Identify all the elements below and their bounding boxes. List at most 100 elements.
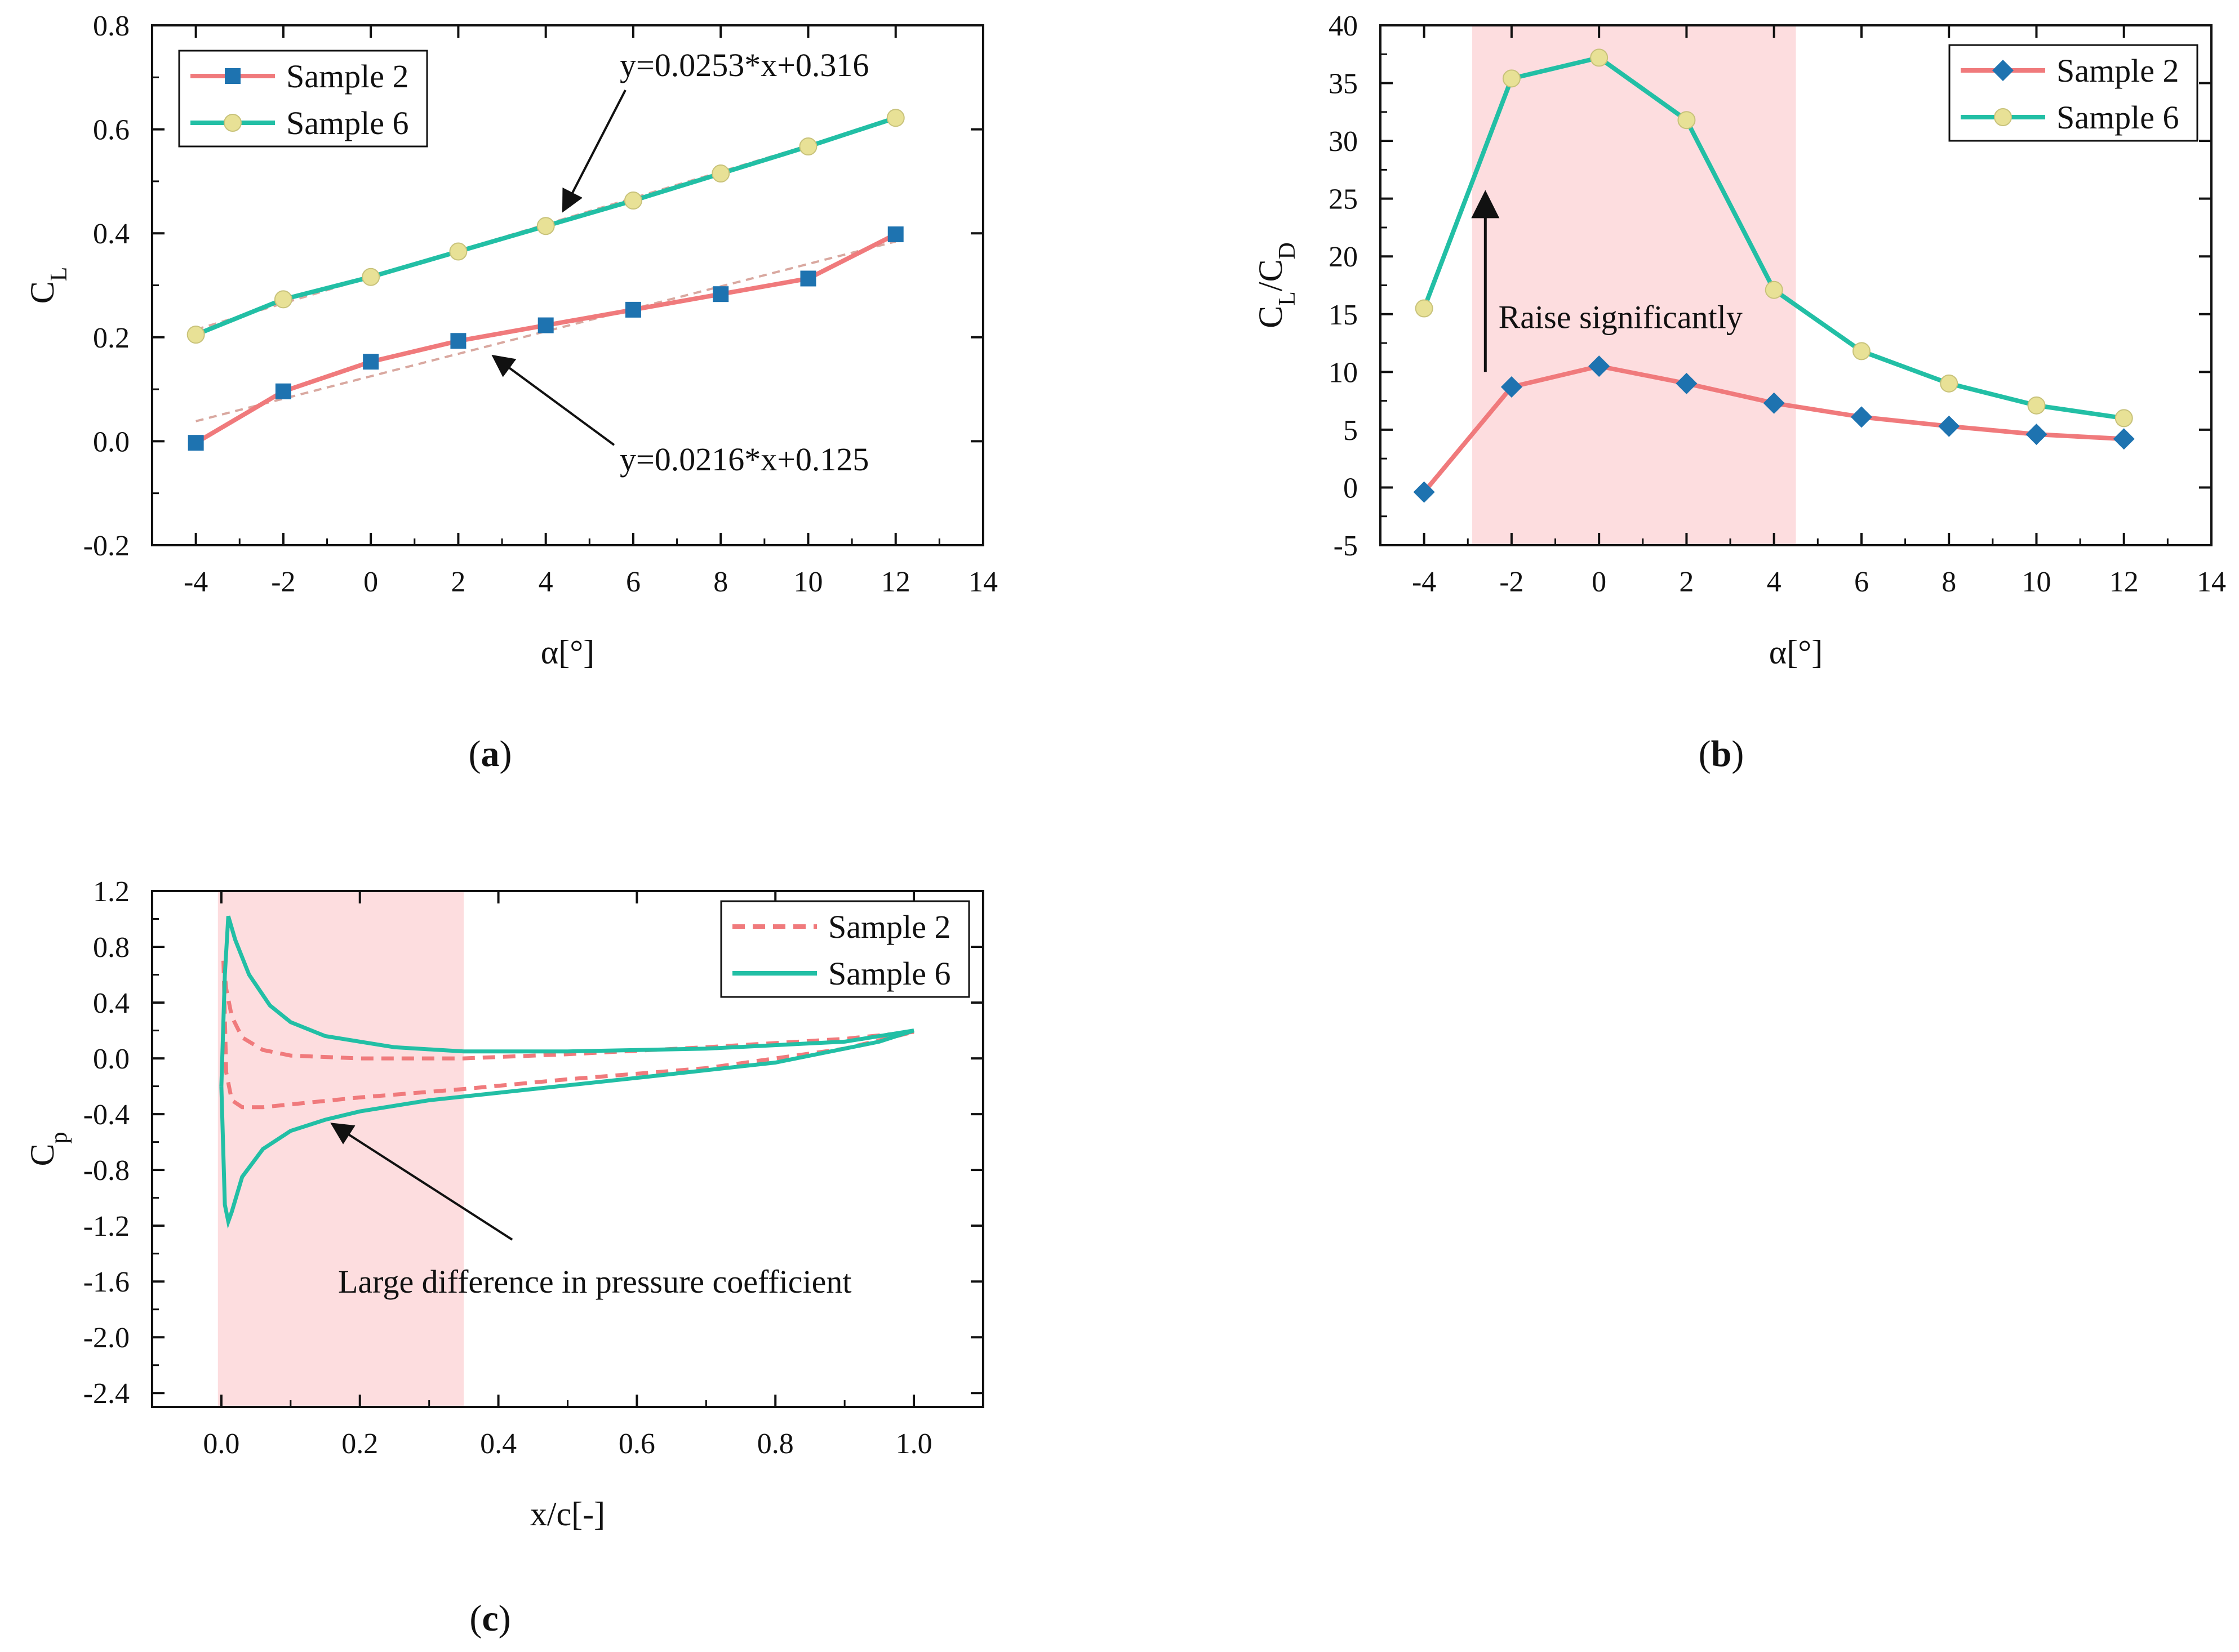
- data-point: [275, 383, 291, 399]
- annotation-arrow: [330, 1123, 513, 1241]
- data-point: [1502, 69, 1521, 88]
- y-tick-label: -2.0: [83, 1322, 130, 1354]
- y-tick-label: -0.2: [83, 530, 130, 562]
- x-tick-label: 10: [2022, 566, 2051, 598]
- data-point: [886, 109, 905, 127]
- highlight-band: [1472, 25, 1796, 545]
- y-tick-label: -1.6: [83, 1266, 130, 1298]
- caption-letter: c: [482, 1598, 498, 1639]
- pressure-curve-lower: [219, 1028, 915, 1229]
- y-axis-label-main: C: [24, 281, 61, 304]
- data-point: [2025, 424, 2047, 446]
- y-axis-label-mid: /C: [1252, 259, 1289, 291]
- caption-open: (: [469, 1598, 482, 1639]
- x-tick-label: 2: [1679, 566, 1694, 598]
- y-tick-label: 0.2: [93, 322, 130, 354]
- chart-panel-a: -4 -2 0 2 4 6 8 10 12 14 -0.2 0.0 0.2 0.4 0.6 0.8 α[°] CL…: [24, 10, 998, 774]
- x-tick-label: 0.0: [203, 1428, 239, 1460]
- y-tick-label: 0.0: [93, 1043, 130, 1075]
- x-axis-label: α[°]: [541, 634, 594, 671]
- legend-marker: [225, 68, 241, 84]
- annotation-arrow: [562, 90, 627, 213]
- data-point: [1676, 372, 1698, 394]
- y-axis-label-main: C: [24, 1143, 61, 1166]
- panel-caption: (a): [469, 733, 512, 774]
- data-point: [1940, 374, 1958, 393]
- legend-box: [720, 900, 970, 998]
- y-tick-label: 10: [1329, 357, 1358, 389]
- y-axis-label-sub: L: [46, 267, 72, 282]
- annotation-arrow: [491, 354, 615, 446]
- panel-caption: (b): [1699, 733, 1744, 774]
- x-tick-label: 12: [2109, 566, 2139, 598]
- data-point: [800, 270, 816, 287]
- y-tick-label: 0: [1343, 472, 1358, 504]
- data-point: [712, 164, 730, 183]
- data-point: [713, 286, 729, 302]
- y-tick-label: 0.6: [93, 114, 130, 146]
- y-tick-label: 0.0: [93, 426, 130, 458]
- data-point: [1500, 376, 1522, 398]
- data-point: [1938, 415, 1960, 437]
- x-tick-label: 0: [1592, 566, 1606, 598]
- data-point: [799, 137, 818, 156]
- y-tick-label: 5: [1343, 415, 1358, 447]
- legend-label: Sample 2: [828, 909, 950, 945]
- chart-panel-c: 0.0 0.2 0.4 0.6 0.8 1.0 -2.4 -2.0 -1.6 -1.2 -0.8 -0…: [24, 876, 984, 1639]
- legend-label: Sample 2: [2056, 52, 2179, 89]
- data-point: [536, 217, 555, 235]
- legend-entry: Sample 6: [732, 955, 950, 992]
- data-point: [2027, 396, 2046, 415]
- fit-equation-label: y=0.0253*x+0.316: [620, 47, 869, 83]
- y-tick-label: 0.8: [93, 10, 130, 42]
- caption-letter: b: [1711, 733, 1732, 774]
- legend-label: Sample 6: [286, 105, 408, 141]
- x-tick-label: 2: [451, 566, 465, 598]
- data-point: [363, 354, 379, 370]
- data-point: [887, 226, 904, 243]
- caption-open: (: [1699, 733, 1711, 774]
- legend-entry: Sample 6: [1961, 99, 2179, 136]
- legend-entry: Sample 2: [732, 909, 950, 945]
- legend-marker: [1994, 108, 2012, 126]
- x-tick-label: 14: [969, 566, 998, 598]
- x-tick-label: 8: [1942, 566, 1956, 598]
- data-point: [1850, 406, 1872, 428]
- x-tick-label: 0.4: [480, 1428, 517, 1460]
- annotation-text: Raise significantly: [1499, 299, 1743, 335]
- y-axis-label-sub: p: [46, 1132, 72, 1143]
- x-tick-label: 0.8: [757, 1428, 794, 1460]
- x-tick-label: 0.2: [341, 1428, 378, 1460]
- y-tick-label: 15: [1329, 299, 1358, 331]
- y-axis-label-sub2: D: [1274, 242, 1300, 259]
- data-point: [1588, 355, 1610, 377]
- chart-panel-b: -4 -2 0 2 4 6 8 10 12 14 -5 0 5 10 15 20 25 30 35 40 α[°] CL/…: [1252, 10, 2226, 774]
- data-point: [537, 317, 554, 333]
- legend-entry: Sample 6: [190, 105, 408, 141]
- data-point: [450, 333, 467, 349]
- y-tick-label: 20: [1329, 241, 1358, 273]
- data-point: [186, 326, 205, 344]
- y-tick-label: 0.8: [93, 932, 130, 964]
- y-tick-label: 40: [1329, 10, 1358, 42]
- x-tick-label: 1.0: [896, 1428, 932, 1460]
- x-tick-label: -2: [1499, 566, 1523, 598]
- y-axis-label: Cp: [24, 1132, 72, 1166]
- data-point: [188, 435, 204, 451]
- data-point: [1852, 342, 1871, 360]
- data-point: [1415, 299, 1433, 318]
- x-tick-label: 14: [2197, 566, 2226, 598]
- x-tick-label: 6: [626, 566, 641, 598]
- legend-label: Sample 6: [828, 955, 950, 992]
- panel-caption: (c): [469, 1598, 510, 1639]
- x-tick-label: 4: [539, 566, 553, 598]
- data-point: [274, 290, 292, 309]
- y-tick-label: -2.4: [83, 1378, 130, 1410]
- y-tick-label: 25: [1329, 184, 1358, 216]
- y-tick-label: -5: [1334, 530, 1358, 562]
- x-tick-label: 0.6: [619, 1428, 655, 1460]
- data-point: [1765, 280, 1783, 299]
- x-tick-label: 10: [793, 566, 823, 598]
- legend-marker: [224, 114, 242, 132]
